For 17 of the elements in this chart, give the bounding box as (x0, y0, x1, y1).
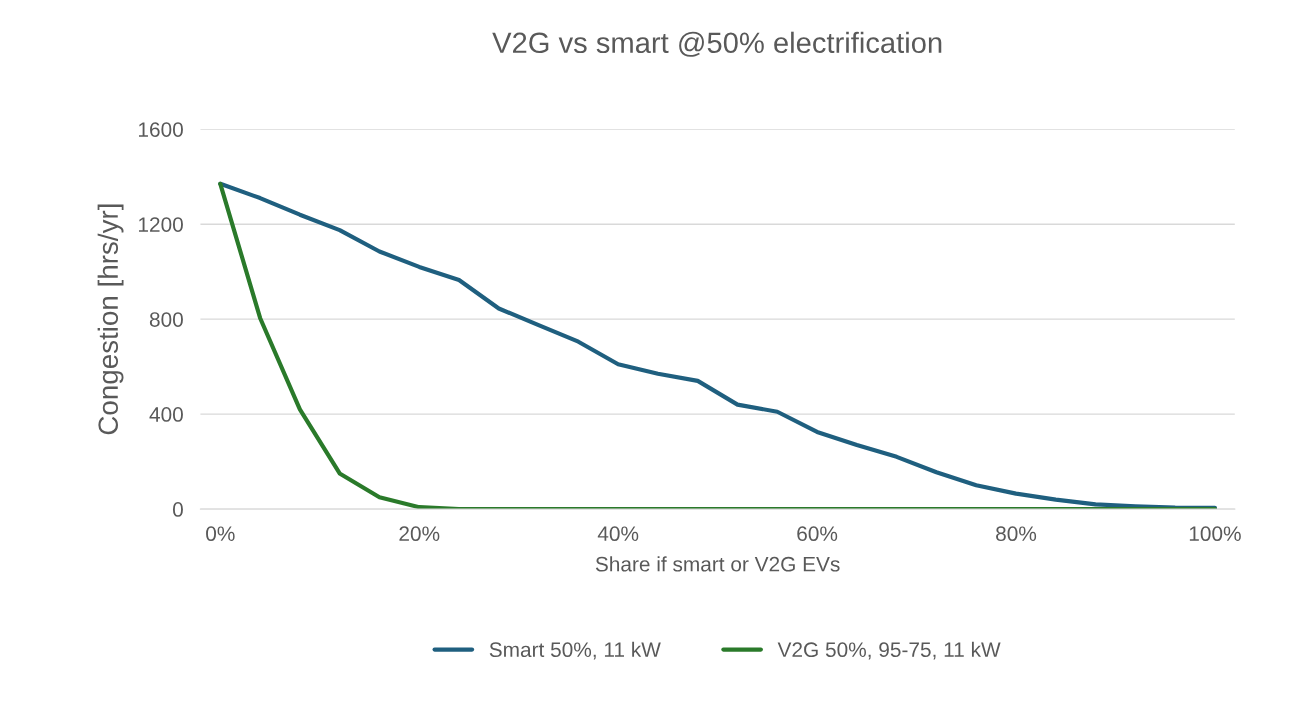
legend-label: Smart 50%, 11 kW (489, 641, 661, 660)
x-tick-label: 60% (797, 526, 838, 542)
y-tick-label: 1200 (139, 217, 183, 232)
chart-title: V2G vs smart @50% electrification (492, 31, 942, 57)
y-tick-label: 0 (172, 502, 183, 517)
y-axis-title: Congestion [hrs/yr] (97, 204, 124, 435)
y-tick-label: 1600 (139, 122, 183, 137)
y-tick-label: 400 (149, 407, 183, 422)
x-tick-label: 0% (206, 526, 235, 542)
x-axis-title: Share if smart or V2G EVs (595, 556, 840, 572)
line-series (218, 181, 1218, 510)
x-tick-label: 100% (1189, 526, 1241, 542)
x-tick-label: 40% (597, 526, 639, 542)
y-tick-label: 800 (149, 312, 183, 327)
legend-label: V2G 50%, 95-75, 11 kW (777, 641, 1001, 660)
x-tick-label: 20% (399, 526, 440, 542)
x-tick-label: 80% (996, 526, 1037, 542)
